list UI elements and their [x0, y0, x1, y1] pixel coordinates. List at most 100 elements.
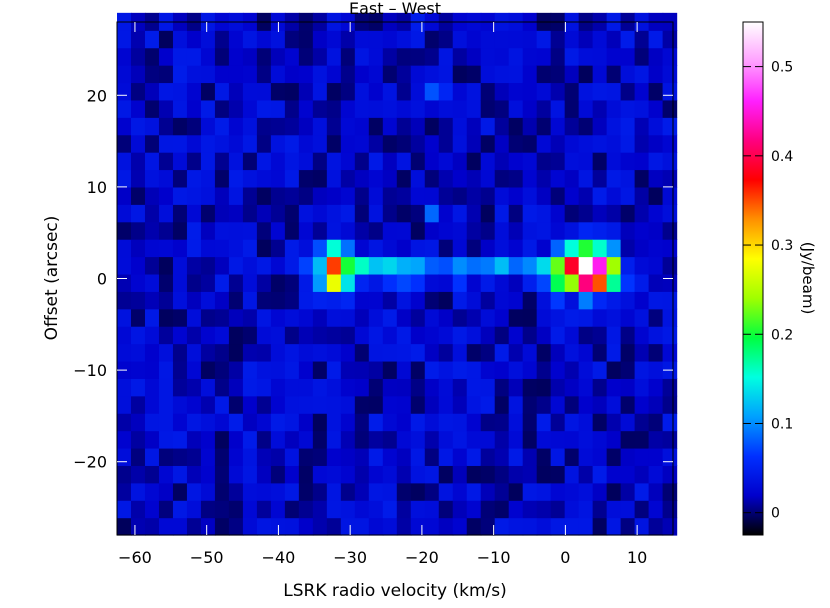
heatmap-cell — [117, 221, 132, 240]
heatmap-cell — [480, 65, 496, 84]
heatmap-cell — [172, 117, 188, 136]
heatmap-cell — [312, 482, 328, 501]
heatmap-cell — [606, 47, 622, 66]
heatmap-cell — [466, 186, 482, 205]
heatmap-cell — [648, 47, 664, 66]
heatmap-cell — [340, 134, 356, 153]
y-axis-label: Offset (arcsec) — [42, 216, 62, 341]
heatmap-cell — [228, 395, 244, 414]
heatmap-cell — [144, 308, 160, 327]
heatmap-cell — [256, 430, 272, 449]
heatmap-cell — [228, 239, 244, 258]
chart-title: East – West — [349, 0, 441, 18]
heatmap-cell — [200, 117, 216, 136]
heatmap-cell — [480, 152, 496, 171]
heatmap-cell — [284, 447, 300, 466]
heatmap-cell — [354, 82, 370, 101]
heatmap-cell — [354, 99, 370, 118]
heatmap-cell — [382, 430, 398, 449]
heatmap-cell — [326, 204, 342, 223]
x-axis: −60 −50 −40 −30 −20 −10 0 10 — [118, 22, 647, 567]
heatmap-cell — [298, 413, 314, 432]
heatmap-cell — [396, 291, 412, 310]
heatmap-cell — [340, 82, 356, 101]
heatmap-cell — [564, 221, 580, 240]
heatmap-cell — [242, 186, 258, 205]
heatmap-cell — [424, 221, 440, 240]
heatmap-cell — [172, 326, 188, 345]
heatmap-cell — [368, 134, 384, 153]
heatmap-cell — [354, 291, 370, 310]
heatmap-cell — [130, 65, 146, 84]
heatmap-cell — [200, 47, 216, 66]
heatmap-cell — [200, 221, 216, 240]
heatmap-cell — [144, 134, 160, 153]
heatmap-cell — [424, 517, 440, 536]
heatmap-cell — [368, 465, 384, 484]
heatmap-cell — [550, 500, 566, 519]
heatmap-cell — [424, 447, 440, 466]
heatmap-cell — [620, 500, 636, 519]
heatmap-cell — [186, 465, 202, 484]
heatmap-cell — [228, 221, 244, 240]
heatmap-cell — [172, 186, 188, 205]
heatmap-cell — [130, 308, 146, 327]
heatmap-cell — [438, 465, 454, 484]
heatmap-cell — [270, 360, 286, 379]
heatmap-cell — [117, 482, 132, 501]
heatmap-cell — [662, 517, 678, 536]
heatmap-cell — [200, 465, 216, 484]
heatmap-cell — [564, 308, 580, 327]
heatmap-cell — [564, 517, 580, 536]
heatmap-cell — [606, 204, 622, 223]
heatmap-cell — [494, 395, 510, 414]
heatmap-cell — [172, 65, 188, 84]
heatmap-cell — [340, 517, 356, 536]
heatmap-cell — [158, 204, 174, 223]
heatmap-cell — [452, 169, 468, 188]
heatmap-cell — [634, 256, 650, 275]
heatmap-cell — [508, 82, 524, 101]
heatmap-cell — [578, 517, 594, 536]
heatmap-cell — [466, 134, 482, 153]
heatmap-cell — [438, 273, 454, 292]
heatmap-cell — [186, 430, 202, 449]
heatmap-cell — [298, 99, 314, 118]
heatmap-cell — [214, 430, 230, 449]
heatmap-cell — [158, 465, 174, 484]
heatmap-cell — [564, 500, 580, 519]
heatmap-cell — [242, 47, 258, 66]
heatmap-cell — [158, 413, 174, 432]
heatmap-cell — [228, 30, 244, 49]
heatmap-cell — [200, 326, 216, 345]
heatmap-cell — [452, 152, 468, 171]
heatmap-cell — [424, 343, 440, 362]
heatmap-cell — [144, 65, 160, 84]
heatmap-cell — [606, 308, 622, 327]
heatmap-cell — [550, 343, 566, 362]
heatmap-cell — [522, 221, 538, 240]
heatmap-cell — [130, 256, 146, 275]
heatmap-cell — [144, 517, 160, 536]
heatmap-cell — [508, 221, 524, 240]
heatmap-cell — [144, 500, 160, 519]
heatmap-cell — [494, 221, 510, 240]
heatmap-cell — [522, 291, 538, 310]
heatmap-cell — [634, 47, 650, 66]
heatmap-cell — [508, 291, 524, 310]
heatmap-cell — [298, 395, 314, 414]
heatmap-cell — [298, 447, 314, 466]
heatmap-cell — [452, 273, 468, 292]
heatmap-cell — [578, 65, 594, 84]
heatmap-cell — [494, 360, 510, 379]
heatmap-cell — [368, 395, 384, 414]
heatmap-cell — [298, 378, 314, 397]
heatmap-cell — [578, 30, 594, 49]
heatmap-cell — [382, 326, 398, 345]
heatmap-cell — [368, 30, 384, 49]
heatmap-cell — [144, 47, 160, 66]
heatmap-cell — [648, 273, 664, 292]
heatmap-cell — [634, 82, 650, 101]
heatmap-cell — [522, 152, 538, 171]
heatmap-cell — [564, 378, 580, 397]
